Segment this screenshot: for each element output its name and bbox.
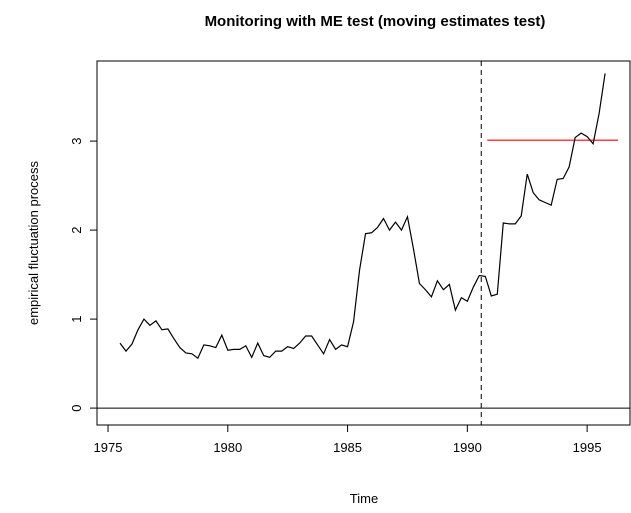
y-axis-label: empirical fluctuation process (26, 160, 41, 325)
plot-frame (96, 60, 631, 426)
y-tick-label: 0 (69, 404, 84, 411)
x-tick-label: 1985 (333, 440, 362, 455)
chart-title: Monitoring with ME test (moving estimate… (205, 13, 546, 30)
x-tick-label: 1990 (453, 440, 482, 455)
x-axis-label: Time (350, 491, 378, 506)
x-tick-label: 1980 (213, 440, 242, 455)
y-tick-label: 1 (69, 315, 84, 322)
y-tick-label: 3 (69, 137, 84, 144)
x-tick-label: 1975 (94, 440, 123, 455)
y-tick-label: 2 (69, 226, 84, 233)
line-series (119, 73, 606, 360)
x-tick-label: 1995 (573, 440, 602, 455)
